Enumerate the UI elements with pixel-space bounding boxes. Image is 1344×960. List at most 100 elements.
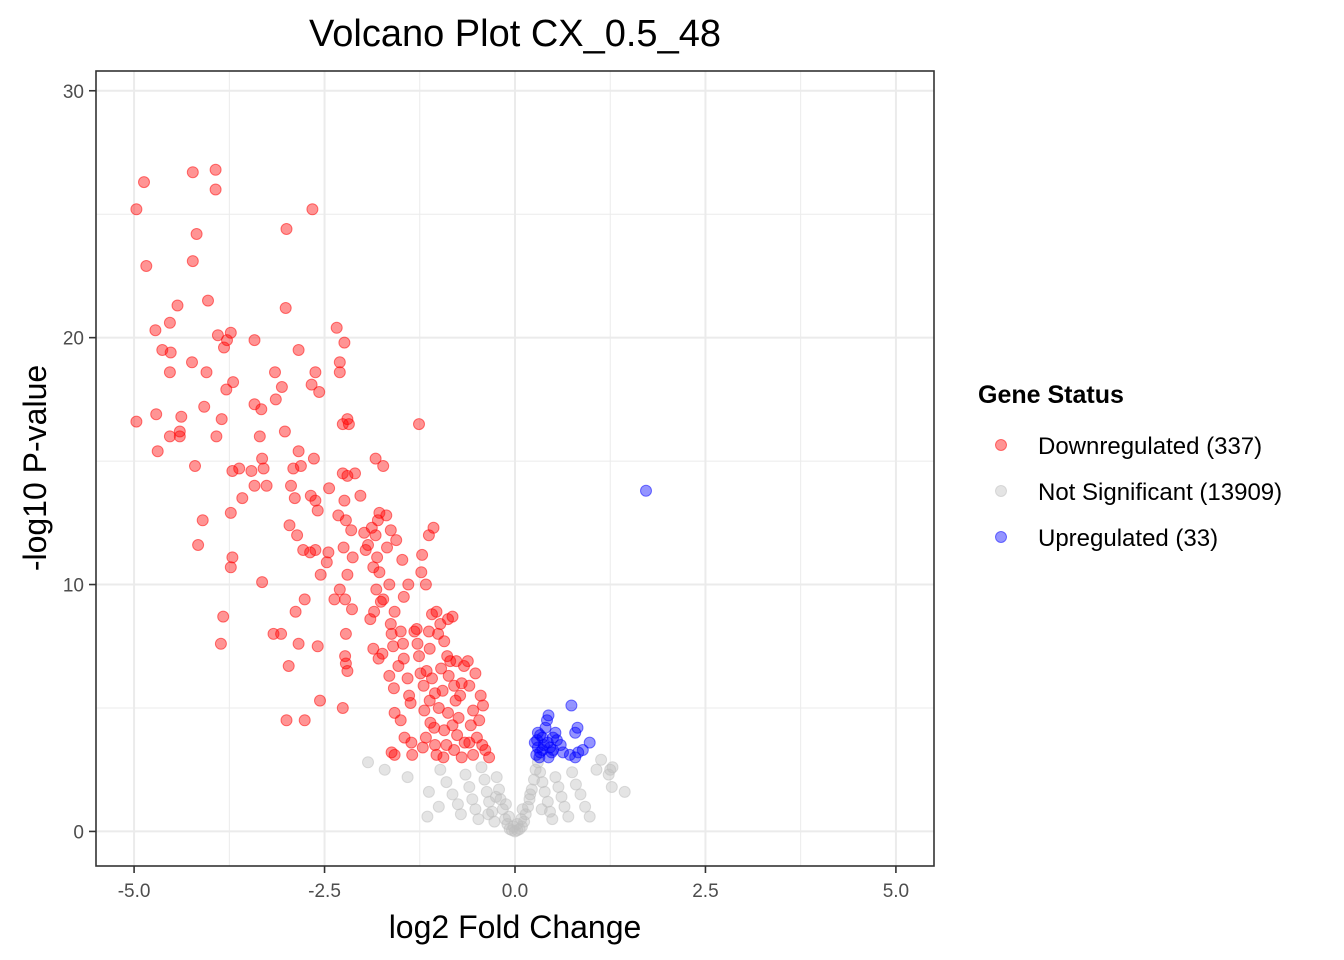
data-point [332, 509, 345, 522]
data-point [253, 430, 266, 443]
data-point [469, 667, 482, 680]
data-point [502, 810, 515, 823]
data-point [483, 751, 496, 764]
data-point [384, 524, 397, 537]
data-point [413, 650, 425, 663]
data-point [359, 544, 372, 556]
data-point [437, 751, 450, 764]
data-point [196, 514, 209, 527]
data-point [387, 682, 400, 695]
data-point [378, 763, 391, 776]
data-point [333, 583, 346, 596]
data-point [442, 669, 455, 682]
legend-entry-upregulated: Upregulated (33) [995, 525, 1218, 552]
x-tick-label: 2.5 [692, 881, 718, 902]
data-point [186, 356, 198, 369]
data-point [429, 739, 441, 751]
data-point [364, 613, 377, 626]
data-point [516, 803, 529, 816]
legend-title: Gene Status [978, 381, 1124, 409]
data-point [547, 731, 560, 744]
data-point [493, 783, 505, 796]
data-point [446, 788, 459, 801]
data-point [414, 667, 427, 680]
data-point [569, 726, 582, 739]
data-point [336, 702, 349, 714]
data-point [330, 321, 343, 334]
data-point [150, 408, 163, 421]
data-point [480, 785, 493, 798]
data-point [339, 657, 352, 670]
data-point [269, 393, 282, 406]
y-tick-label: 30 [63, 82, 84, 103]
data-point [333, 356, 346, 369]
data-point [448, 679, 461, 692]
data-point [469, 803, 482, 816]
data-point [463, 781, 476, 793]
data-point [323, 482, 336, 495]
data-point [566, 766, 579, 779]
x-tick-label: 5.0 [883, 881, 909, 902]
data-point [459, 768, 472, 781]
series-0 [130, 163, 496, 764]
data-point [579, 800, 592, 813]
data-point [257, 462, 270, 475]
data-point [190, 228, 203, 240]
data-point [292, 637, 305, 650]
data-point [475, 761, 488, 774]
data-point [220, 383, 233, 396]
legend-label-not-significant: Not Significant (13909) [1038, 479, 1282, 506]
data-point [209, 183, 222, 196]
data-point [309, 544, 322, 556]
data-point [298, 714, 311, 727]
data-point [369, 529, 382, 542]
data-point [463, 679, 476, 692]
data-point [369, 452, 382, 465]
data-point [436, 684, 449, 697]
data-point [248, 334, 261, 347]
data-point [287, 462, 300, 475]
data-point [210, 430, 223, 443]
data-point [255, 403, 268, 416]
data-point [422, 785, 435, 798]
grid-lines [96, 71, 934, 866]
series-2 [528, 484, 652, 764]
data-point [224, 561, 237, 574]
data-point [341, 469, 354, 482]
data-point [292, 344, 305, 356]
data-point [535, 803, 548, 816]
data-point [401, 771, 414, 784]
data-point [186, 255, 199, 268]
x-tick-label: -2.5 [308, 881, 341, 902]
data-point [558, 800, 571, 813]
data-point [477, 699, 489, 712]
data-point [221, 334, 233, 347]
data-point [381, 541, 393, 554]
data-point [442, 706, 454, 719]
data-point [402, 578, 415, 591]
data-point [280, 714, 293, 727]
data-point [482, 808, 495, 821]
data-point [604, 763, 617, 776]
data-point [397, 637, 409, 650]
data-point [211, 329, 224, 342]
data-point [322, 546, 335, 559]
data-point [446, 610, 459, 623]
data-point [595, 753, 608, 766]
data-point [224, 506, 237, 519]
data-point [339, 627, 352, 640]
data-point [441, 650, 454, 663]
data-point [404, 697, 417, 709]
data-point [507, 820, 520, 833]
data-point [226, 465, 239, 477]
data-point [218, 341, 230, 354]
data-point [569, 778, 582, 791]
data-point [269, 366, 281, 379]
data-point [419, 578, 432, 591]
data-point [341, 568, 354, 581]
data-point [432, 800, 445, 813]
data-point [307, 452, 320, 465]
data-point [164, 346, 177, 359]
data-point [140, 260, 153, 272]
